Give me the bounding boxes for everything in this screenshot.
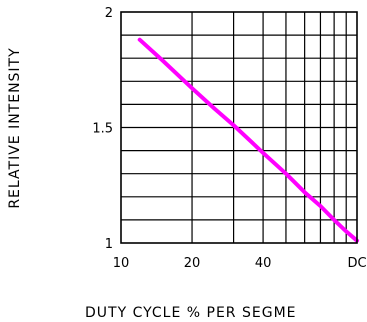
series-layer: [137, 37, 359, 243]
y-tick-label: 1.5: [92, 122, 113, 137]
plot-frame: [120, 11, 358, 244]
series-line: [137, 37, 359, 243]
x-tick-label: DC: [347, 256, 366, 271]
x-tick-label: 40: [255, 256, 272, 271]
x-axis-title: DUTY CYCLE % PER SEGME: [85, 305, 297, 321]
tick-labels: 10 20 40 DC 1 1.5 2: [92, 6, 366, 271]
x-tick-label: 20: [184, 256, 201, 271]
y-tick-label: 2: [105, 6, 113, 21]
grid: [121, 12, 357, 243]
y-axis-title: RELATIVE INTENSITY: [7, 47, 23, 208]
x-tick-label: 10: [113, 256, 130, 271]
y-tick-label: 1: [105, 237, 113, 252]
